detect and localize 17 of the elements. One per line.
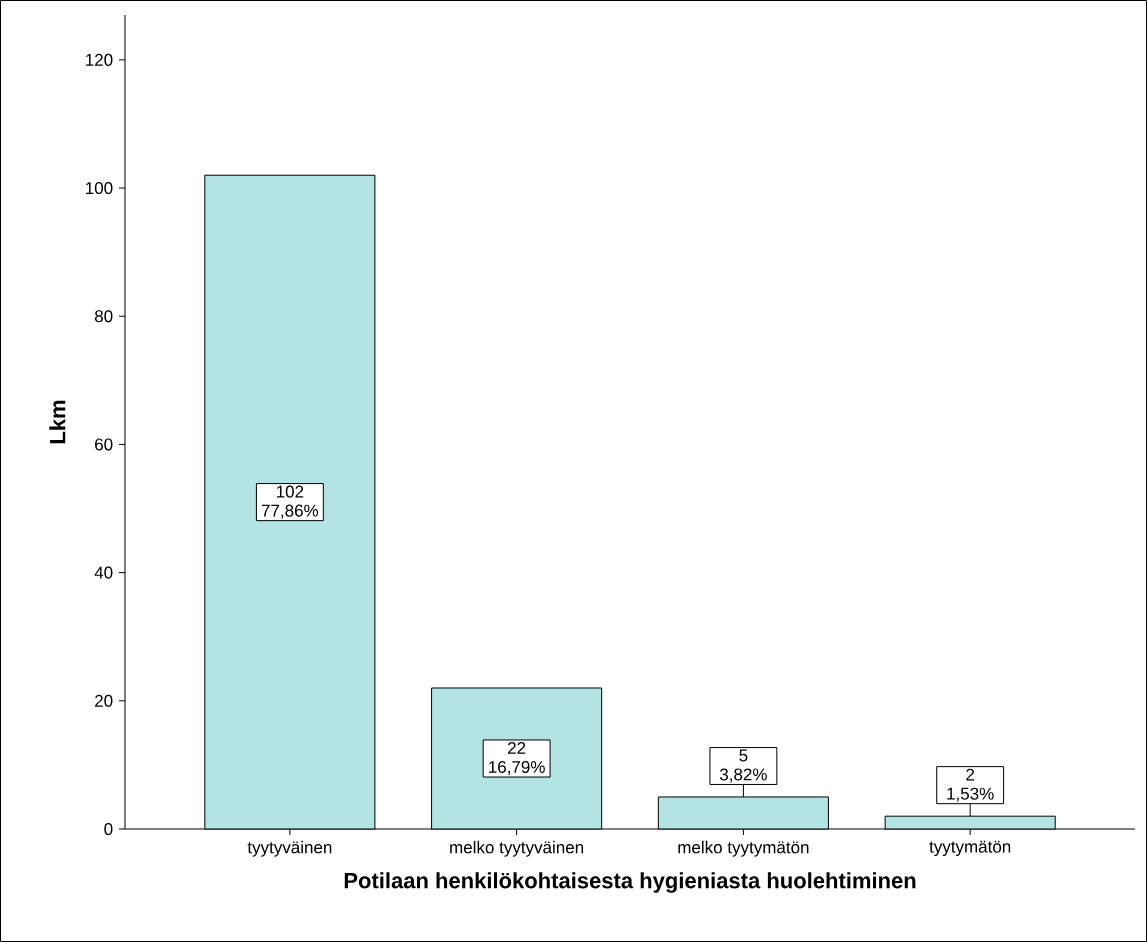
y-tick-label: 20 [95,694,113,707]
y-tick-label: 80 [94,310,113,323]
y-tick-label: 120 [86,53,113,66]
y-tick-label: 40 [94,566,113,579]
y-tick-label: 0 [104,822,113,836]
data-label: 2 1,53% [947,768,994,802]
y-tick-label: 60 [95,438,113,451]
data-label: 5 3,82% [719,749,767,783]
y-tick-label: 100 [86,182,113,195]
x-tick-label: melko tyytyväinen [450,840,584,857]
y-axis-title: Lkm [49,400,66,444]
data-label: 102 77,86% [261,485,319,519]
x-tick-label: tyytyväinen [247,840,332,857]
x-tick-label: tyytymätön [929,840,1011,857]
x-axis-title: Potilaan henkilökohtaisesta hygieniasta huolehtiminen [344,872,916,893]
x-tick-label: melko tyytymätön [678,840,809,857]
data-label: 22 16,79% [489,741,545,776]
